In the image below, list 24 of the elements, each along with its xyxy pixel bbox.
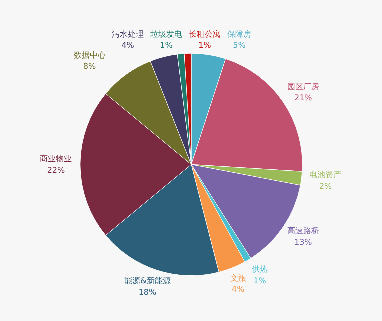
slice-label: 电池资产 [310,170,342,180]
data-label: 22% [47,166,66,175]
slice-label: 保障房 [227,30,252,39]
slice-label: 长租公寓 [189,30,222,39]
slice-label: 能源&新能源 [124,276,171,286]
slice-label: 园区厂房 [287,82,320,92]
data-label: 1% [160,41,174,50]
data-label: 1% [254,276,267,286]
data-label: 8% [83,62,96,72]
data-label: 5% [233,41,246,50]
slice-label: 供热 [252,265,268,274]
slice-label: 数据中心 [74,50,106,60]
data-label: 13% [294,238,313,247]
data-label: 4% [232,285,246,294]
data-label: 18% [138,288,158,297]
data-label: 2% [319,182,332,191]
slice-label: 高速路桥 [287,226,320,236]
slice-label: 垃圾发电 [150,30,183,39]
slice-label: 商业物业 [40,154,72,164]
data-label: 1% [198,41,212,50]
data-label: 4% [122,41,135,50]
slice-label: 污水处理 [112,30,144,39]
slice-label: 文旅 [230,274,246,283]
data-label: 21% [294,94,313,103]
